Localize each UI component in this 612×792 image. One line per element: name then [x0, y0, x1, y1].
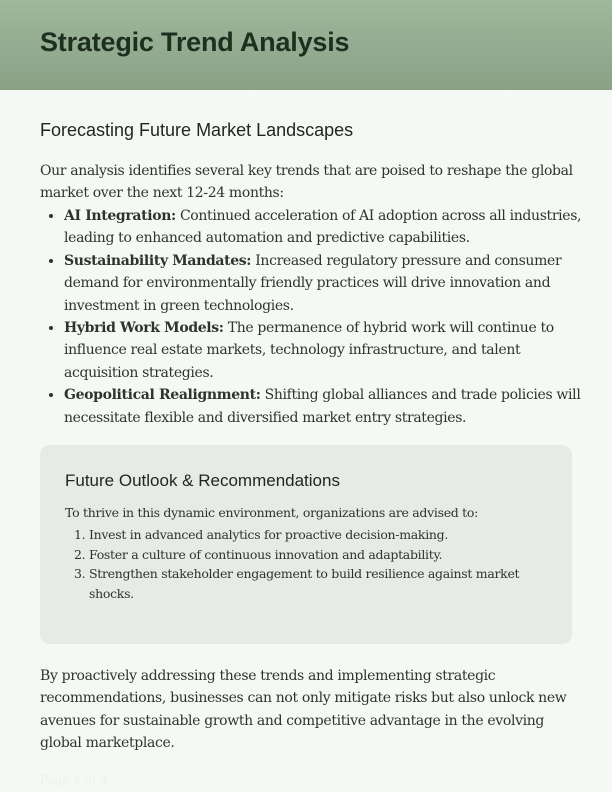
trend-label: Geopolitical Realignment: — [64, 387, 261, 404]
trend-label: AI Integration: — [64, 208, 176, 224]
trend-label: Hybrid Work Models: — [64, 320, 224, 337]
intro-paragraph: Our analysis identifies several key tren… — [40, 163, 573, 202]
trend-text: The permanence of hybrid work will conti… — [64, 320, 554, 381]
recommendation-list: Invest in advanced analytics for proacti… — [65, 525, 559, 603]
trend-label: Sustainability Mandates: — [64, 252, 252, 269]
list-item: Strengthen stakeholder engagement to bui… — [89, 564, 559, 603]
trend-list: AI Integration: Continued acceleration o… — [40, 205, 594, 429]
closing-paragraph: By proactively addressing these trends a… — [40, 668, 567, 752]
outlook-lead: To thrive in this dynamic environment, o… — [65, 505, 479, 520]
list-item: Invest in advanced analytics for proacti… — [89, 525, 559, 545]
trend-text: Increased regulatory pressure and consum… — [64, 252, 562, 314]
trend-text: Continued acceleration of AI adoption ac… — [64, 208, 582, 247]
trend-text: Shifting global alliances and trade poli… — [64, 387, 581, 426]
outlook-title: Future Outlook & Recommendations — [65, 471, 340, 490]
page-header: Strategic Trend Analysis — [0, 0, 612, 90]
section-title: Forecasting Future Market Landscapes — [40, 120, 354, 140]
page-title: Strategic Trend Analysis — [40, 27, 350, 57]
list-item: Geopolitical Realignment: Shifting globa… — [64, 384, 594, 429]
list-item: Sustainability Mandates: Increased regul… — [64, 250, 594, 317]
page-number: Page 4 of 4 — [40, 773, 108, 787]
list-item: Hybrid Work Models: The permanence of hy… — [64, 317, 594, 384]
list-item: AI Integration: Continued acceleration o… — [64, 205, 594, 250]
outlook-box: Future Outlook & Recommendations To thri… — [40, 445, 572, 644]
list-item: Foster a culture of continuous innovatio… — [89, 545, 559, 565]
